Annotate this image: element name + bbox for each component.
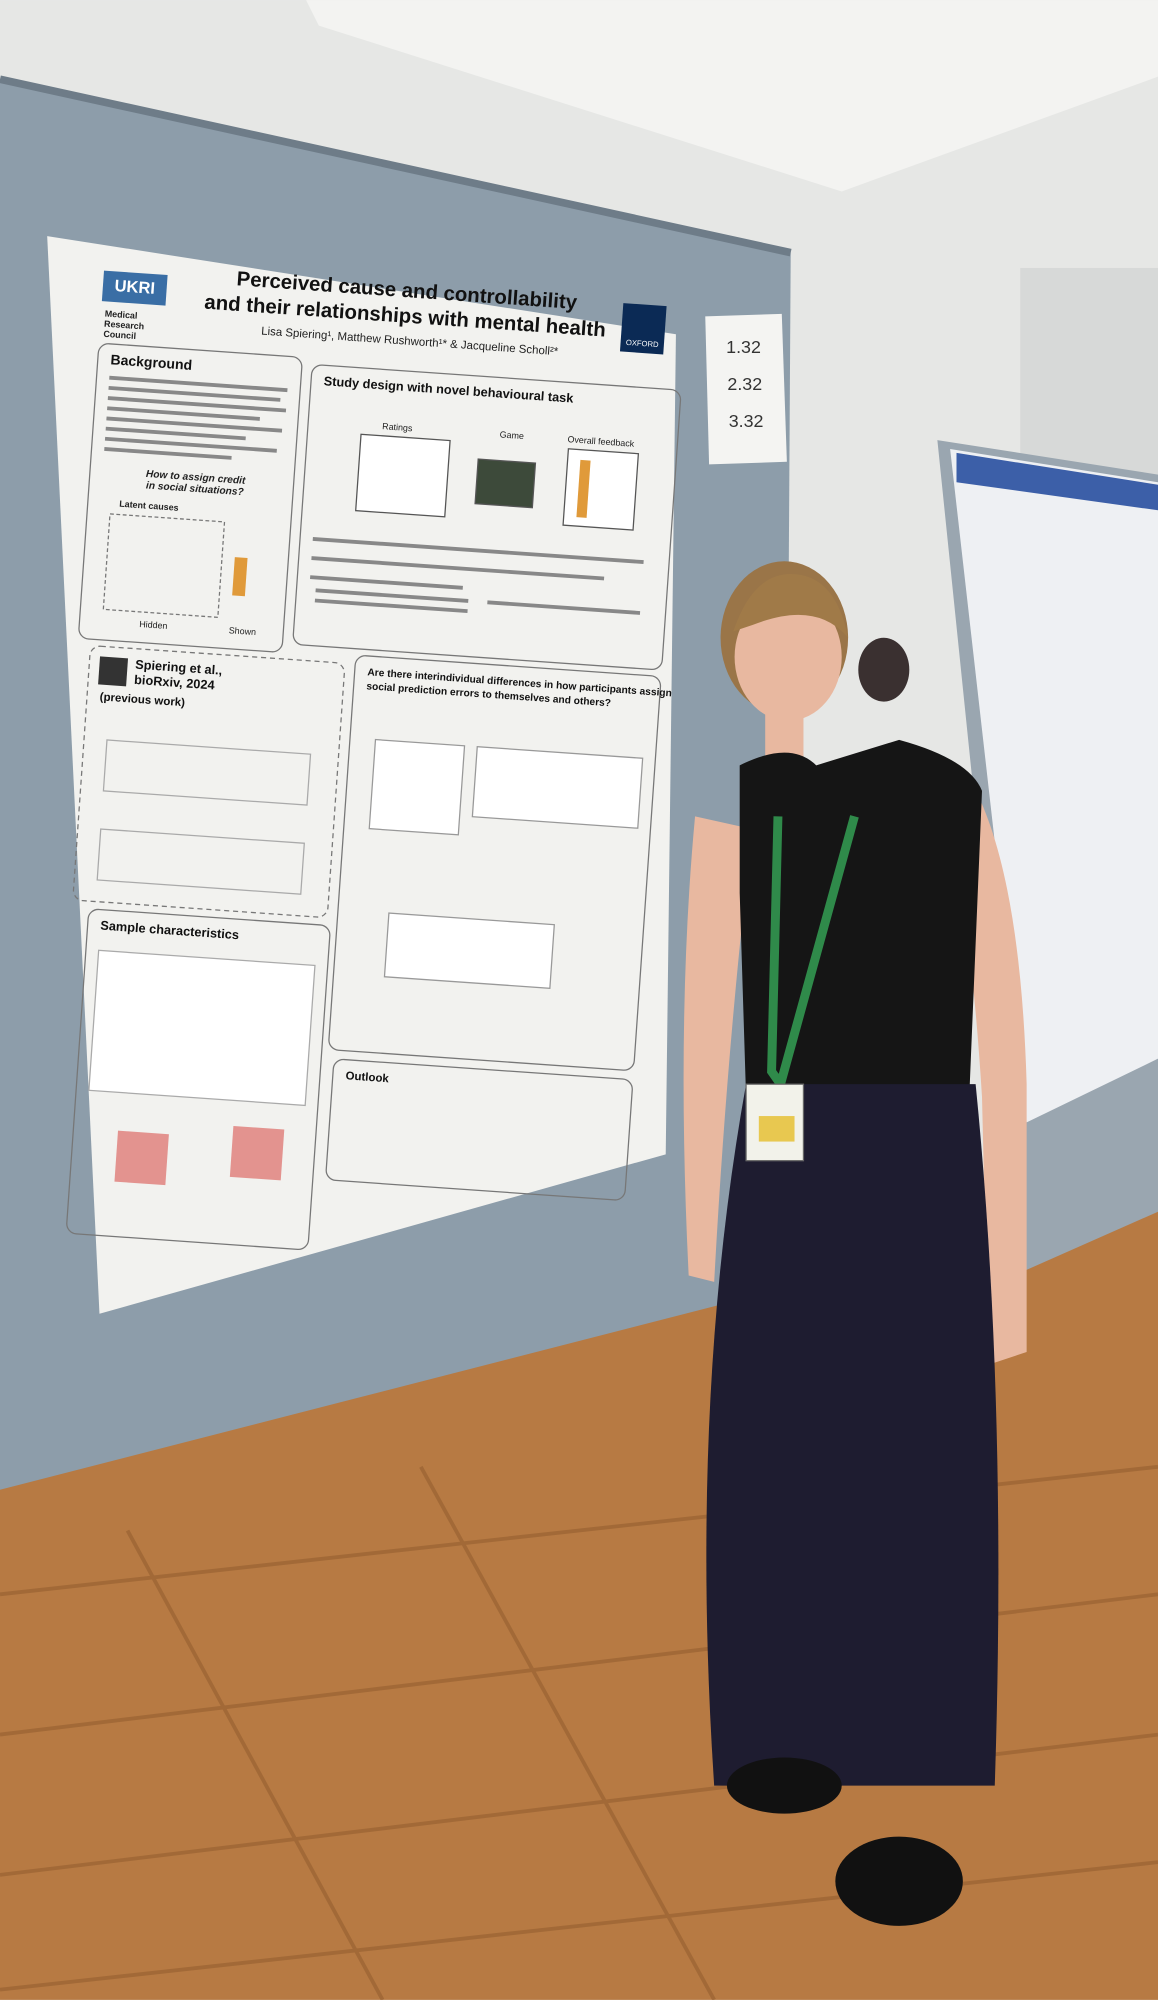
board-frame [0,75,792,257]
figure [383,912,555,989]
figure [88,949,316,1107]
background-person [858,637,910,702]
section-box [292,364,682,671]
heatmap [114,1130,169,1186]
latent-box [102,513,226,619]
section-box [66,908,331,1251]
note-card [705,313,787,465]
logo-sub: Research [104,319,145,332]
diagram-label: Latent causes [119,499,179,513]
figure [368,738,466,836]
note-line: 3.32 [729,411,764,431]
feedback-panel [562,448,640,531]
section-heading: bioRxiv, 2024 [134,672,216,693]
section-heading: Background [110,351,193,373]
section-heading: Spiering et al., [135,657,223,678]
text-lines [310,537,644,615]
section-box [78,343,303,653]
ratings-panel [355,433,451,518]
poster-right [950,449,1158,1123]
logo-text: OXFORD [626,338,660,349]
section-heading: Outlook [345,1070,390,1085]
qr-code [98,656,129,687]
section-box [72,645,345,918]
diagram-label: Ratings [382,421,413,433]
person [683,561,1027,1926]
poster-content: UKRI Medical Research Council OXFORD Per… [66,268,682,1251]
logo-right [619,303,667,355]
section-heading: (previous work) [99,691,185,709]
poster-right-header [956,452,1158,511]
note-line: 1.32 [726,337,761,357]
logo-sub: Medical [104,308,137,320]
game-panel [474,458,537,509]
feedback-bar [576,459,591,518]
diagram-label: Shown [228,625,256,637]
logo-left [101,270,168,306]
logo-sub: Council [103,329,136,341]
diagram-label: Overall feedback [567,434,635,449]
text-lines [104,375,288,460]
section-box [328,655,662,1071]
figure [102,739,312,806]
figure [471,746,644,829]
diagram-label: Hidden [139,619,168,631]
figure [96,828,305,895]
feedback-bar [232,557,248,597]
note-line: 2.32 [727,374,762,394]
section-box [325,1058,633,1201]
diagram-label: Game [499,429,524,441]
heatmap [229,1125,285,1181]
logo-text: UKRI [114,276,156,298]
ceiling [306,0,1158,192]
